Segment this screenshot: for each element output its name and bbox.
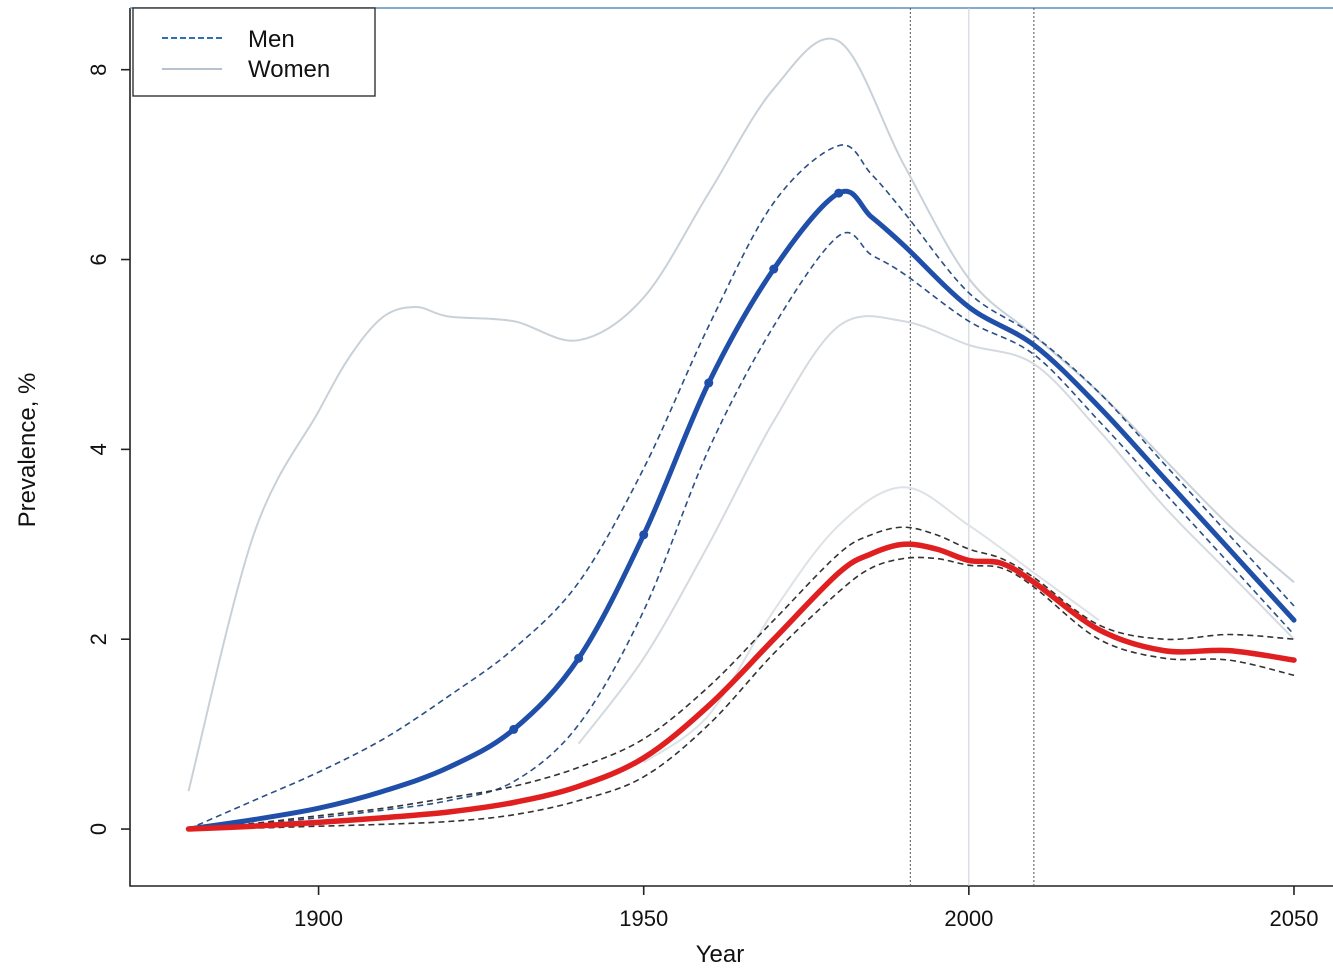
- legend: Men Women: [132, 7, 376, 97]
- series-upper-men: [188, 144, 1295, 830]
- series-point-men: [769, 264, 779, 274]
- y-axis: 0 2 4 6 8: [86, 64, 130, 835]
- series-upper-women: [188, 526, 1295, 830]
- y-tick-label: 0: [86, 823, 111, 835]
- series-lower-men: [188, 232, 1295, 830]
- y-tick-label: 2: [86, 633, 111, 645]
- x-tick-label: 1950: [619, 906, 668, 931]
- series-lower-women: [188, 556, 1295, 830]
- legend-label-women: Women: [248, 56, 330, 83]
- x-axis: 1900 1950 2000 2050: [294, 886, 1318, 931]
- plot-border: [129, 8, 1333, 887]
- series-point-men: [639, 530, 649, 540]
- series-line-women: [185, 541, 1297, 832]
- x-tick-label: 2050: [1270, 906, 1319, 931]
- series-line-grey-3: [643, 486, 1100, 764]
- x-tick-label: 1900: [294, 906, 343, 931]
- x-tick-label: 2000: [944, 906, 993, 931]
- y-tick-label: 8: [86, 64, 111, 76]
- series-line-grey-2: [577, 315, 1295, 745]
- series-layer: [185, 37, 1297, 832]
- y-axis-title: Prevalence, %: [14, 373, 41, 528]
- legend-box: [132, 7, 376, 97]
- series-point-men: [509, 724, 519, 734]
- y-tick-label: 6: [86, 253, 111, 265]
- series-point-men: [704, 378, 714, 388]
- series-line-men: [186, 188, 1297, 832]
- y-tick-label: 4: [86, 443, 111, 455]
- x-axis-title: Year: [696, 941, 745, 968]
- series-point-men: [574, 653, 584, 663]
- legend-label-men: Men: [248, 26, 295, 53]
- series-point-men: [834, 188, 844, 198]
- reference-lines: [909, 8, 1035, 886]
- series-line-grey-1: [187, 37, 1295, 792]
